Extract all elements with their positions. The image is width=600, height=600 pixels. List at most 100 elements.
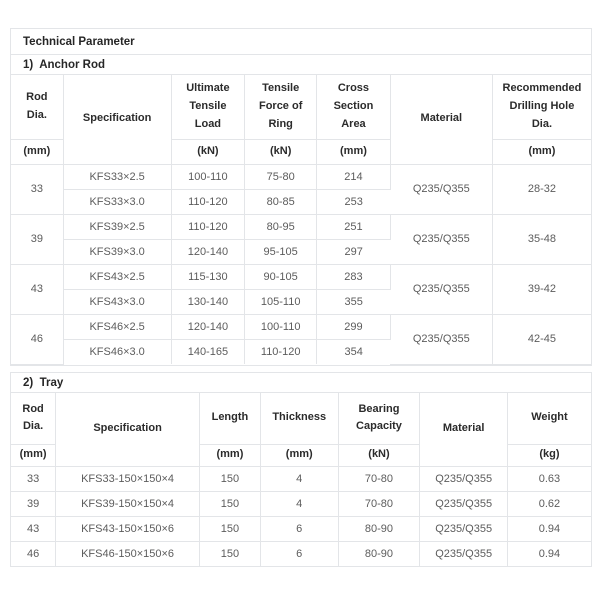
col-header-thickness: Thickness <box>260 393 339 445</box>
cell-spec: KFS43×2.5 <box>63 264 172 290</box>
cell-spec: KFS33×3.0 <box>63 189 172 215</box>
cell-area: 283 <box>316 264 391 290</box>
cell-drill: 28-32 <box>492 164 591 215</box>
cell-thickness: 4 <box>260 466 339 492</box>
cell-load: 110-120 <box>171 189 246 215</box>
anchor-header-row: Rod Dia. Specification Ultimate Tensile … <box>11 75 591 165</box>
cell-material: Q235/Q355 <box>390 314 493 365</box>
cell-weight: 0.94 <box>538 547 561 560</box>
cell-spec: KFS46×2.5 <box>63 314 172 340</box>
cell-length: 150 <box>199 491 261 517</box>
cell-material: Q235/Q355 <box>419 541 508 566</box>
cell-thickness: 6 <box>260 516 339 542</box>
anchor-unit-row: (mm) (kN) (kN) (mm) (mm) <box>11 139 591 165</box>
cell-area: 299 <box>316 314 391 340</box>
table-row: 46 KFS46-150×150×6 150 6 80-90 Q235/Q355… <box>11 541 591 566</box>
col-header-tensile-force-of-ring: Tensile Force of Ring <box>244 75 318 140</box>
col-header-length: Length <box>199 393 261 445</box>
table-row: 43 KFS43×2.5 115-130 90-105 283 Q235/Q35… <box>11 264 591 315</box>
table-row: 39 KFS39-150×150×4 150 4 70-80 Q235/Q355… <box>11 491 591 517</box>
cell-weight: 0.62 <box>507 491 591 517</box>
cell-rod-dia: 39 <box>11 491 57 517</box>
tray-panel: 2) Tray Rod Dia. Specification Length Th… <box>10 372 592 567</box>
table-row: 46 KFS46×2.5 120-140 100-110 299 Q235/Q3… <box>11 314 591 365</box>
cell-load: 130-140 <box>171 289 246 315</box>
col-header-material: Material <box>390 75 493 165</box>
cell-force: 95-105 <box>244 239 318 265</box>
cell-material: Q235/Q355 <box>419 491 508 517</box>
cell-spec: KFS39×3.0 <box>63 239 172 265</box>
unit-weight: (kg) <box>507 444 591 467</box>
cell-load: 115-130 <box>171 264 246 290</box>
cell-area: 214 <box>316 164 391 190</box>
cell-load: 140-165 <box>171 339 246 364</box>
cell-material: Q235/Q355 <box>390 264 493 315</box>
cell-material: Q235/Q355 <box>419 466 508 492</box>
table-row: 33 KFS33-150×150×4 150 4 70-80 Q235/Q355… <box>11 466 591 492</box>
cell-drill: 39-42 <box>492 264 591 315</box>
cell-spec: KFS46-150×150×6 <box>55 541 200 566</box>
cell-length: 150 <box>199 516 261 542</box>
cell-spec: KFS39×2.5 <box>63 214 172 240</box>
cell-spec: KFS33-150×150×4 <box>55 466 200 492</box>
cell-thickness: 4 <box>260 491 339 517</box>
unit-force: (kN) <box>244 139 318 165</box>
cell-load: 110-120 <box>171 214 246 240</box>
cell-material: Q235/Q355 <box>390 164 493 215</box>
col-header-ultimate-tensile-load: Ultimate Tensile Load <box>171 75 246 140</box>
cell-area: 253 <box>316 189 391 215</box>
col-header-weight: Weight <box>507 393 591 445</box>
col-header-material: Material <box>419 393 508 467</box>
cell-load: 120-140 <box>171 314 246 340</box>
col-header-cross-section-area: Cross Section Area <box>316 75 391 140</box>
cell-area: 355 <box>316 289 391 315</box>
unit-drill: (mm) <box>492 139 591 165</box>
cell-rod-dia: 33 <box>11 164 64 215</box>
cell-force: 80-85 <box>244 189 318 215</box>
cell-rod-dia: 33 <box>11 466 57 492</box>
table-row: KFS39×3.0 120-140 95-105 297 <box>11 239 591 265</box>
col-header-recommended-drilling-hole-dia: Recommended Drilling Hole Dia. <box>492 75 591 140</box>
cell-force: 80-95 <box>244 214 318 240</box>
table-row: KFS33×3.0 110-120 80-85 253 <box>11 189 591 215</box>
cell-capacity: 70-80 <box>338 466 421 492</box>
cell-rod-dia: 46 <box>11 541 57 566</box>
cell-area: 354 <box>344 345 363 358</box>
cell-capacity: 80-90 <box>338 541 421 566</box>
cell-force: 100-110 <box>244 314 318 340</box>
cell-spec: KFS43-150×150×6 <box>55 516 200 542</box>
cell-drill: 42-45 <box>492 314 591 365</box>
cell-load: 120-140 <box>171 239 246 265</box>
unit-thickness: (mm) <box>260 444 339 467</box>
cell-rod-dia: 43 <box>11 516 57 542</box>
cell-thickness: 6 <box>260 541 339 566</box>
cell-rod-dia: 46 <box>11 314 64 365</box>
tray-header-row: Rod Dia. Specification Length Thickness … <box>11 393 591 467</box>
section-title-anchor-rod: 1) Anchor Rod <box>11 55 591 75</box>
table-row: KFS43×3.0 130-140 105-110 355 <box>11 289 591 315</box>
cell-length: 150 <box>199 541 261 566</box>
cell-force: 110-120 <box>244 339 318 364</box>
anchor-rod-table: Rod Dia. Specification Ultimate Tensile … <box>11 75 591 365</box>
cell-drill: 35-48 <box>492 214 591 265</box>
cell-force: 75-80 <box>244 164 318 190</box>
cell-length: 150 <box>199 466 261 492</box>
cell-force: 105-110 <box>244 289 318 315</box>
col-header-specification: Specification <box>55 393 200 467</box>
table-row: 39 KFS39×2.5 110-120 80-95 251 Q235/Q355… <box>11 214 591 265</box>
unit-capacity: (kN) <box>338 444 421 467</box>
cell-spec: KFS46×3.0 <box>63 339 172 364</box>
cell-area: 297 <box>316 239 391 265</box>
cell-force: 90-105 <box>244 264 318 290</box>
table-row: 33 KFS33×2.5 100-110 75-80 214 Q235/Q355… <box>11 164 591 215</box>
unit-length: (mm) <box>199 444 261 467</box>
table-row: 43 KFS43-150×150×6 150 6 80-90 Q235/Q355… <box>11 516 591 542</box>
unit-area: (mm) <box>316 139 391 165</box>
cell-area: 251 <box>316 214 391 240</box>
table-row: KFS46×3.0 140-165 110-120 354 <box>11 339 591 364</box>
cell-weight: 0.63 <box>507 466 591 492</box>
cell-rod-dia: 43 <box>11 264 64 315</box>
col-header-bearing-capacity: Bearing Capacity <box>338 393 421 445</box>
cell-weight: 0.94 <box>507 516 591 542</box>
cell-load: 100-110 <box>171 164 246 190</box>
